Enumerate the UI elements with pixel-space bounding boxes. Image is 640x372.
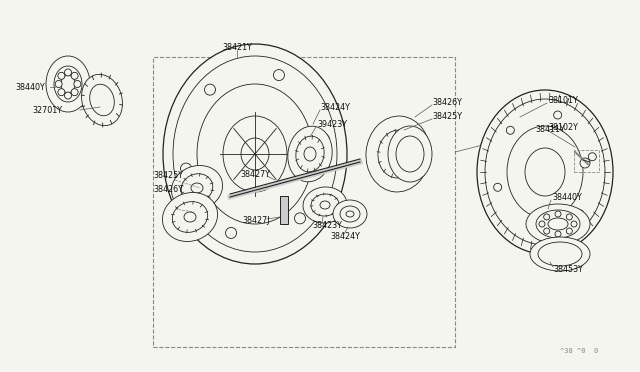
- Ellipse shape: [81, 74, 122, 126]
- Circle shape: [319, 134, 330, 145]
- Text: 38440Y: 38440Y: [552, 192, 582, 202]
- Text: 38427Y: 38427Y: [240, 170, 270, 179]
- Circle shape: [205, 84, 216, 95]
- Ellipse shape: [163, 192, 218, 241]
- Circle shape: [539, 221, 545, 227]
- Ellipse shape: [536, 210, 580, 238]
- Text: 38101Y: 38101Y: [548, 96, 578, 105]
- Circle shape: [55, 80, 62, 87]
- Ellipse shape: [346, 211, 354, 217]
- Ellipse shape: [223, 116, 287, 192]
- Ellipse shape: [296, 136, 324, 172]
- Ellipse shape: [241, 138, 269, 170]
- Circle shape: [74, 80, 81, 87]
- Ellipse shape: [173, 56, 337, 252]
- Ellipse shape: [90, 84, 115, 116]
- Text: 38424Y: 38424Y: [330, 231, 360, 241]
- Ellipse shape: [378, 130, 418, 178]
- Circle shape: [65, 69, 72, 76]
- Text: 38423Y: 38423Y: [312, 221, 342, 230]
- Circle shape: [580, 158, 590, 168]
- Ellipse shape: [288, 126, 332, 182]
- Text: 38453Y: 38453Y: [553, 264, 583, 273]
- Circle shape: [544, 214, 550, 220]
- Text: 38421Y: 38421Y: [222, 42, 252, 51]
- Circle shape: [555, 231, 561, 237]
- Circle shape: [528, 225, 536, 233]
- Text: 38425Y: 38425Y: [153, 170, 183, 180]
- Circle shape: [506, 126, 515, 134]
- Circle shape: [58, 72, 65, 79]
- Ellipse shape: [54, 66, 82, 102]
- Text: 38426Y: 38426Y: [153, 185, 183, 193]
- Ellipse shape: [303, 187, 347, 223]
- Ellipse shape: [525, 148, 565, 196]
- Circle shape: [555, 211, 561, 217]
- Circle shape: [575, 210, 584, 218]
- Circle shape: [180, 163, 191, 174]
- Ellipse shape: [530, 237, 590, 271]
- Ellipse shape: [333, 200, 367, 228]
- Ellipse shape: [320, 201, 330, 209]
- Ellipse shape: [181, 174, 212, 202]
- Ellipse shape: [46, 56, 90, 112]
- Circle shape: [571, 221, 577, 227]
- Ellipse shape: [304, 147, 316, 161]
- Circle shape: [65, 92, 72, 99]
- Circle shape: [544, 228, 550, 234]
- Ellipse shape: [390, 144, 406, 164]
- Ellipse shape: [172, 166, 223, 211]
- Ellipse shape: [163, 44, 347, 264]
- Bar: [153, 57, 455, 347]
- Text: 38424Y: 38424Y: [320, 103, 350, 112]
- Text: 38426Y: 38426Y: [432, 97, 462, 106]
- Text: 38411Y: 38411Y: [535, 125, 564, 134]
- Circle shape: [71, 89, 78, 96]
- Ellipse shape: [311, 194, 339, 216]
- Bar: [574, 150, 599, 172]
- Ellipse shape: [388, 126, 432, 182]
- Ellipse shape: [507, 126, 583, 218]
- Circle shape: [225, 227, 237, 238]
- Ellipse shape: [197, 84, 313, 224]
- Ellipse shape: [366, 116, 430, 192]
- Circle shape: [273, 70, 284, 81]
- Ellipse shape: [184, 212, 196, 222]
- Circle shape: [554, 111, 562, 119]
- Ellipse shape: [485, 99, 605, 245]
- Circle shape: [58, 89, 65, 96]
- Circle shape: [566, 214, 572, 220]
- Text: 38440Y: 38440Y: [15, 83, 45, 92]
- Text: 39423Y: 39423Y: [317, 119, 347, 128]
- Ellipse shape: [340, 206, 360, 222]
- Ellipse shape: [61, 75, 75, 93]
- Text: ^38 ^0  0: ^38 ^0 0: [560, 348, 598, 354]
- Ellipse shape: [191, 183, 203, 193]
- Circle shape: [588, 153, 596, 161]
- Ellipse shape: [526, 204, 590, 244]
- Circle shape: [493, 183, 502, 191]
- Ellipse shape: [548, 218, 568, 230]
- Text: 38427J: 38427J: [242, 215, 269, 224]
- Circle shape: [566, 228, 572, 234]
- Circle shape: [71, 72, 78, 79]
- Text: 32701Y: 32701Y: [32, 106, 62, 115]
- Ellipse shape: [538, 242, 582, 266]
- Text: 38102Y: 38102Y: [548, 122, 578, 131]
- Ellipse shape: [172, 202, 207, 232]
- Circle shape: [294, 213, 305, 224]
- Bar: [280, 196, 288, 224]
- Text: 38425Y: 38425Y: [432, 112, 462, 121]
- Ellipse shape: [396, 136, 424, 172]
- Ellipse shape: [477, 90, 613, 254]
